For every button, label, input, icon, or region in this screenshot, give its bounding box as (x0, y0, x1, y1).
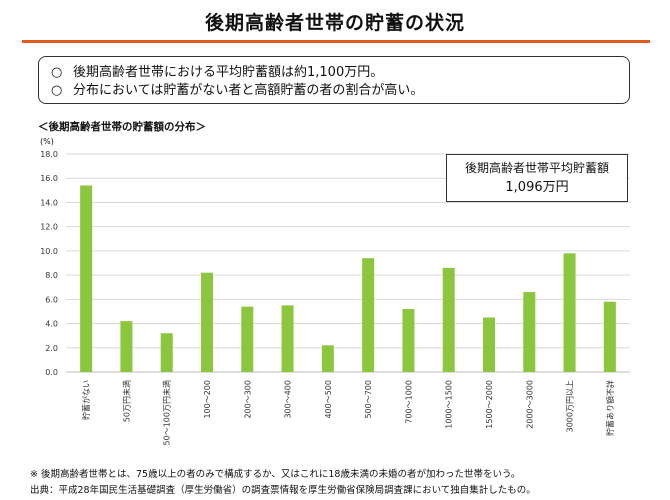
summary-box: ○ 後期高齢者世帯における平均貯蓄額は約1,100万円。 ○ 分布においては貯蓄がな… (38, 56, 630, 104)
x-tick-label: 1500〜2000 (485, 380, 494, 429)
x-tick-label: 200〜300 (243, 380, 252, 419)
summary-text-1: 後期高齢者世帯における平均貯蓄額は約1,100万円。 (73, 65, 384, 80)
x-tick-label: 3000万円以上 (566, 380, 575, 432)
average-savings-box: 後期高齢者世帯平均貯蓄額 1,096万円 (446, 154, 628, 202)
y-tick-label: 0.0 (45, 368, 58, 377)
y-tick-label: 18.0 (40, 150, 58, 159)
y-tick-label: 2.0 (45, 344, 58, 353)
summary-line-2: ○ 分布においては貯蓄がない者と高額貯蓄の者の割合が高い。 (51, 82, 629, 100)
bar (281, 305, 294, 372)
x-tick-label: 400〜500 (324, 380, 333, 419)
page-title: 後期高齢者世帯の貯蓄の状況 (204, 12, 465, 34)
bar (523, 292, 536, 372)
summary-line-1: ○ 後期高齢者世帯における平均貯蓄額は約1,100万円。 (51, 64, 629, 82)
x-tick-label: 2000〜3000 (525, 380, 534, 429)
x-tick-label: 50万円未満 (121, 380, 131, 422)
bar (483, 317, 495, 372)
bar (80, 185, 93, 372)
chart-title: ＜後期高齢者世帯の貯蓄額の分布＞ (38, 121, 206, 133)
y-tick-label: 6.0 (45, 295, 58, 304)
x-tick-label: 50〜100万円未満 (162, 380, 172, 445)
bar (120, 321, 133, 372)
x-tick-label: 貯蓄あり額不詳 (605, 380, 615, 436)
summary-bullet-icon: ○ (51, 65, 63, 80)
footnote: ※ 後期高齢者世帯とは、75歳以上の者のみで構成するか、又はこれに18歳未満の未… (30, 469, 521, 480)
bar (362, 258, 375, 372)
x-tick-label: 500〜700 (364, 380, 373, 419)
summary-text-2: 分布においては貯蓄がない者と高額貯蓄の者の割合が高い。 (73, 83, 424, 98)
y-tick-label: 16.0 (40, 174, 58, 183)
bar (603, 301, 616, 372)
bar (160, 333, 173, 372)
x-tick-label: 貯蓄がない (81, 380, 91, 420)
y-tick-label: 8.0 (45, 271, 58, 280)
bar (241, 306, 254, 372)
bar-chart: 0.0 2.0 4.0 6.0 8.0 10.0 12.0 14.0 16.0 18.0 貯蓄がない… (40, 150, 630, 445)
average-savings-value: 1,096万円 (505, 180, 569, 195)
summary-bullet-icon: ○ (51, 83, 63, 98)
x-tick-label: 1000〜1500 (445, 380, 454, 429)
y-tick-label: 4.0 (45, 320, 58, 329)
x-tick-label: 700〜1000 (404, 380, 413, 424)
average-savings-label: 後期高齢者世帯平均貯蓄額 (464, 161, 609, 175)
y-axis-unit: (%) (40, 137, 54, 146)
bar (563, 253, 576, 372)
bar (442, 267, 455, 372)
bar (402, 309, 415, 372)
x-tick-label: 300〜400 (284, 380, 293, 419)
y-tick-label: 10.0 (40, 247, 58, 256)
x-tick-label: 100〜200 (203, 380, 212, 419)
title-divider (22, 40, 650, 43)
y-tick-label: 14.0 (40, 198, 58, 207)
bar (201, 272, 213, 372)
bar (321, 345, 334, 372)
source-note: 出典：平成28年国民生活基礎調査（厚生労働省）の調査票情報を厚生労働省保険局調査… (30, 485, 536, 496)
y-tick-label: 12.0 (40, 223, 58, 232)
